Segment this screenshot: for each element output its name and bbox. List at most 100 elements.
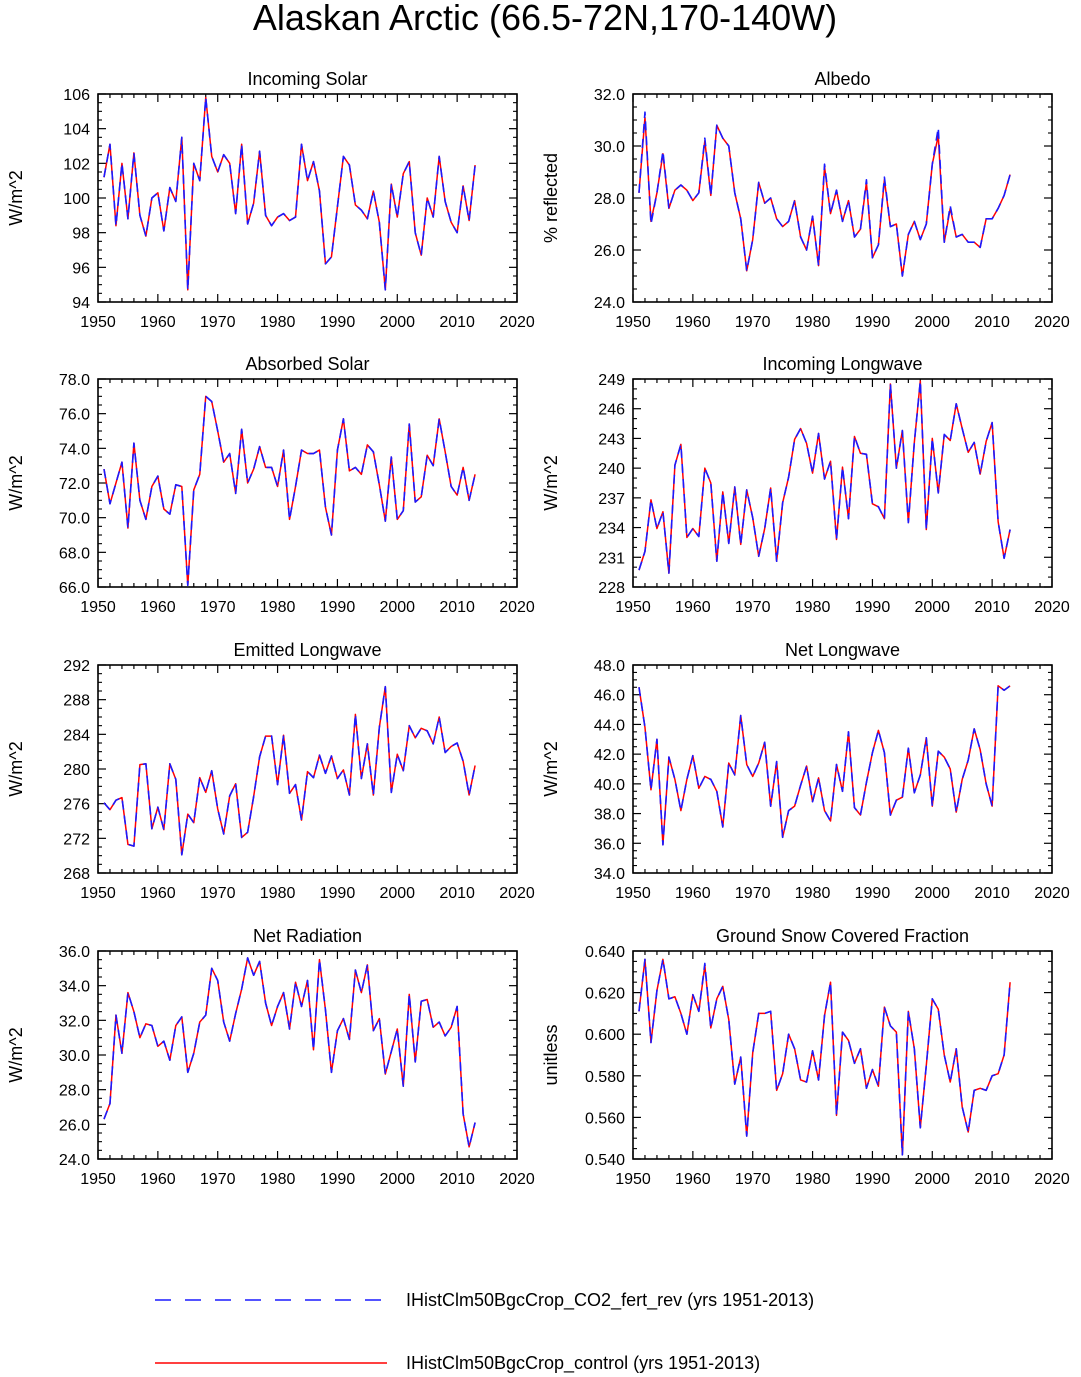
y-tick-label: 240 (598, 461, 625, 478)
x-tick-label: 2000 (379, 314, 415, 331)
y-tick-label: 100 (63, 191, 90, 208)
y-tick-label: 98 (72, 226, 90, 243)
x-tick-label: 1950 (80, 1171, 116, 1188)
x-tick-label: 1950 (615, 314, 651, 331)
y-tick-label: 237 (598, 491, 625, 508)
y-tick-label: 0.580 (585, 1069, 625, 1086)
x-tick-label: 1960 (140, 314, 176, 331)
x-tick-label: 1990 (320, 885, 356, 902)
x-tick-label: 1970 (200, 885, 236, 902)
series-line-co2-fert (103, 957, 476, 1148)
x-tick-label: 1970 (200, 314, 236, 331)
x-tick-label: 1980 (795, 1171, 831, 1188)
y-tick-label: 32.0 (59, 1013, 90, 1030)
x-tick-label: 2010 (974, 314, 1010, 331)
series-line-co2-fert (103, 96, 476, 291)
x-tick-label: 1970 (735, 314, 771, 331)
y-axis-label: W/m^2 (6, 741, 26, 796)
x-tick-label: 2010 (439, 1171, 475, 1188)
x-tick-label: 1950 (80, 314, 116, 331)
x-tick-label: 1980 (260, 1171, 296, 1188)
panel-title: Emitted Longwave (233, 640, 381, 660)
panel-title: Absorbed Solar (245, 354, 369, 374)
legend: IHistClm50BgcCrop_CO2_fert_rev (yrs 1951… (155, 1290, 814, 1374)
y-tick-label: 36.0 (59, 944, 90, 961)
panel-title: Albedo (814, 69, 870, 89)
series-line-co2-fert (638, 380, 1011, 574)
y-tick-label: 48.0 (594, 658, 625, 675)
x-tick-label: 1970 (200, 1171, 236, 1188)
x-tick-label: 1990 (320, 599, 356, 616)
x-tick-label: 2000 (379, 599, 415, 616)
y-axis-label: W/m^2 (6, 170, 26, 225)
x-tick-label: 1960 (675, 314, 711, 331)
x-tick-label: 2010 (974, 885, 1010, 902)
x-tick-label: 1950 (615, 885, 651, 902)
x-tick-label: 1990 (320, 1171, 356, 1188)
x-tick-label: 1980 (795, 885, 831, 902)
x-tick-label: 1970 (200, 599, 236, 616)
y-tick-label: 106 (63, 87, 90, 104)
x-tick-label: 2000 (914, 885, 950, 902)
x-tick-label: 1950 (615, 599, 651, 616)
y-tick-label: 280 (63, 762, 90, 779)
x-tick-label: 2010 (439, 885, 475, 902)
y-tick-label: 292 (63, 658, 90, 675)
x-tick-label: 1970 (735, 599, 771, 616)
x-tick-label: 2020 (499, 599, 535, 616)
legend-label-control: IHistClm50BgcCrop_control (yrs 1951-2013… (406, 1353, 760, 1374)
y-tick-label: 28.0 (59, 1083, 90, 1100)
x-tick-label: 2000 (379, 885, 415, 902)
x-tick-label: 1960 (675, 885, 711, 902)
x-tick-label: 1980 (795, 599, 831, 616)
y-axis-label: W/m^2 (541, 741, 561, 796)
panel-title: Net Longwave (785, 640, 900, 660)
panel-title: Incoming Longwave (762, 354, 922, 374)
y-tick-label: 246 (598, 402, 625, 419)
x-tick-label: 1970 (735, 1171, 771, 1188)
y-tick-label: 72.0 (59, 476, 90, 493)
figure-title: Alaskan Arctic (66.5-72N,170-140W) (253, 0, 837, 38)
x-tick-label: 2000 (914, 1171, 950, 1188)
x-tick-label: 2000 (379, 1171, 415, 1188)
series-line-control (638, 116, 1011, 277)
series-line-control (103, 957, 476, 1148)
y-tick-label: 30.0 (59, 1048, 90, 1065)
y-tick-label: 42.0 (594, 747, 625, 764)
x-tick-label: 2010 (974, 599, 1010, 616)
x-tick-label: 1970 (735, 885, 771, 902)
series-line-control (103, 685, 476, 856)
y-tick-label: 78.0 (59, 372, 90, 389)
panel-title: Incoming Solar (247, 69, 367, 89)
x-tick-label: 2020 (1034, 1171, 1070, 1188)
y-tick-label: 26.0 (59, 1117, 90, 1134)
y-tick-label: 272 (63, 831, 90, 848)
plot-frame (632, 378, 1053, 588)
x-tick-label: 1960 (140, 1171, 176, 1188)
y-tick-label: 40.0 (594, 777, 625, 794)
y-tick-label: 288 (63, 693, 90, 710)
y-tick-label: 26.0 (594, 243, 625, 260)
x-tick-label: 1960 (675, 1171, 711, 1188)
y-tick-label: 102 (63, 156, 90, 173)
y-tick-label: 76.0 (59, 407, 90, 424)
y-axis-label: unitless (541, 1024, 561, 1085)
y-tick-label: 68.0 (59, 545, 90, 562)
panel-title: Net Radiation (253, 926, 362, 946)
plot-frame (632, 93, 1053, 303)
legend-label-co2-fert: IHistClm50BgcCrop_CO2_fert_rev (yrs 1951… (406, 1290, 814, 1311)
x-tick-label: 2010 (974, 1171, 1010, 1188)
series-line-co2-fert (103, 395, 476, 587)
y-tick-label: 96 (72, 260, 90, 277)
y-tick-label: 24.0 (594, 295, 625, 312)
panel-6: Net Radiation W/m^2 1950 1960 1970 1980 1990 20… (6, 926, 535, 1188)
y-axis-label: W/m^2 (6, 1027, 26, 1082)
x-tick-label: 2020 (1034, 314, 1070, 331)
y-tick-label: 249 (598, 372, 625, 389)
y-axis-label: W/m^2 (6, 455, 26, 510)
series-line-co2-fert (638, 684, 1011, 846)
y-tick-label: 34.0 (594, 866, 625, 883)
panel-title: Ground Snow Covered Fraction (716, 926, 969, 946)
x-tick-label: 1990 (855, 599, 891, 616)
